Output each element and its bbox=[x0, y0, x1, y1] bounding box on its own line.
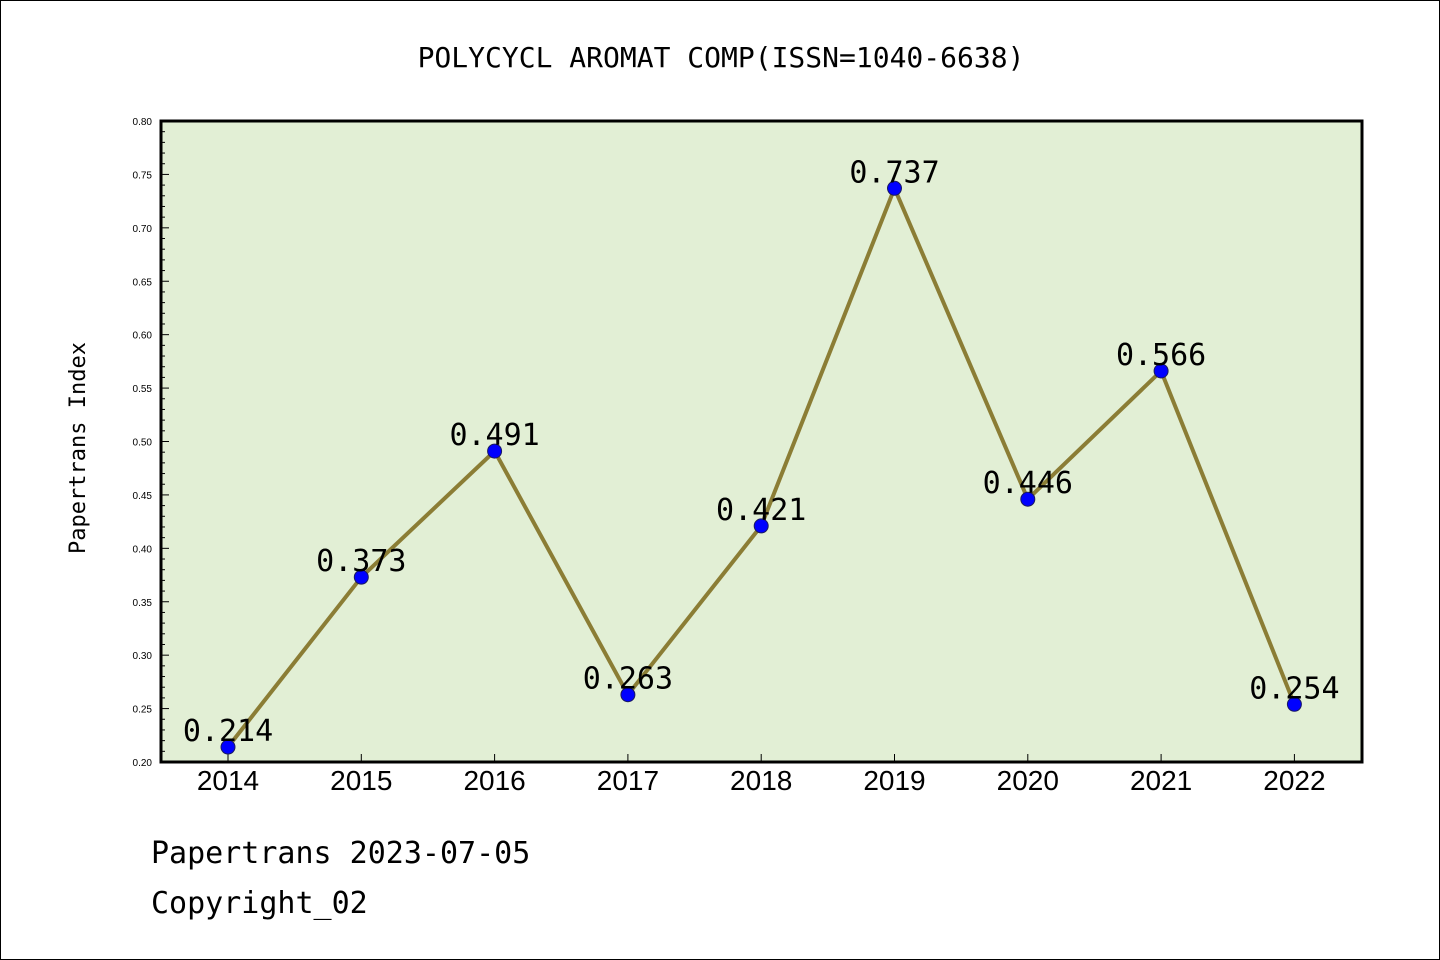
y-tick-label: 0.25 bbox=[133, 705, 153, 716]
footer-date: Papertrans 2023-07-05 bbox=[151, 836, 531, 871]
footer-copyright: Copyright_02 bbox=[151, 886, 368, 921]
y-tick-label: 0.75 bbox=[133, 170, 153, 181]
series-markers bbox=[220, 180, 1302, 755]
y-tick-label: 0.60 bbox=[133, 331, 153, 342]
x-tick-label: 2019 bbox=[863, 765, 925, 796]
data-point bbox=[887, 180, 902, 196]
data-label: 0.566 bbox=[1116, 338, 1206, 373]
data-label: 0.491 bbox=[449, 418, 539, 453]
data-label: 0.446 bbox=[983, 466, 1073, 501]
x-tick-label: 2020 bbox=[997, 765, 1059, 796]
x-tick-label: 2016 bbox=[463, 765, 525, 796]
chart-title: POLYCYCL AROMAT COMP(ISSN=1040-6638) bbox=[418, 41, 1025, 74]
data-point bbox=[1153, 363, 1169, 379]
data-point bbox=[220, 739, 236, 755]
x-tick-label: 2018 bbox=[730, 765, 792, 796]
data-point bbox=[753, 518, 769, 534]
plot-area bbox=[159, 119, 1364, 764]
data-label: 0.737 bbox=[849, 155, 939, 190]
data-labels: 0.214 0.373 0.491 0.263 0.421 0.737 0.446 0.566… bbox=[183, 155, 1340, 749]
y-tick-label: 0.35 bbox=[133, 598, 153, 609]
x-tick-label: 2021 bbox=[1130, 765, 1192, 796]
y-tick-label: 0.55 bbox=[133, 384, 153, 395]
y-tick-label: 0.20 bbox=[133, 758, 153, 769]
x-axis: 2014 2015 2016 2017 2018 2019 2020 2021 2022 bbox=[197, 754, 1326, 796]
y-axis-label: Papertrans Index bbox=[66, 342, 91, 554]
y-minor-ticks bbox=[161, 120, 169, 763]
x-tick-label: 2014 bbox=[197, 765, 259, 796]
data-label: 0.421 bbox=[716, 493, 806, 528]
y-axis: 0.20 0.25 0.30 0.35 0.40 0.45 0.50 0.55 0.60 0.65… bbox=[133, 117, 153, 769]
y-tick-label: 0.65 bbox=[133, 277, 153, 288]
x-tick-label: 2017 bbox=[597, 765, 659, 796]
y-tick-label: 0.70 bbox=[133, 224, 153, 235]
y-tick-label: 0.30 bbox=[133, 651, 153, 662]
data-point bbox=[1286, 696, 1302, 712]
data-point bbox=[353, 569, 369, 585]
data-label: 0.214 bbox=[183, 714, 273, 749]
data-point bbox=[1020, 491, 1036, 507]
data-point bbox=[620, 687, 636, 703]
x-tick-label: 2015 bbox=[330, 765, 392, 796]
data-label: 0.373 bbox=[316, 544, 406, 579]
x-tick-label: 2022 bbox=[1263, 765, 1325, 796]
y-tick-label: 0.50 bbox=[133, 438, 153, 449]
y-tick-label: 0.40 bbox=[133, 544, 153, 555]
data-point bbox=[487, 443, 503, 459]
data-label: 0.254 bbox=[1249, 671, 1339, 706]
y-tick-label: 0.80 bbox=[133, 117, 153, 128]
y-tick-label: 0.45 bbox=[133, 491, 153, 502]
data-label: 0.263 bbox=[583, 662, 673, 697]
